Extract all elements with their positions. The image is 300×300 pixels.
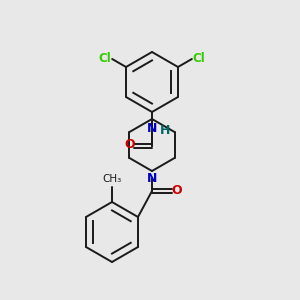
Text: O: O <box>125 139 135 152</box>
Text: CH₃: CH₃ <box>102 174 122 184</box>
Text: Cl: Cl <box>98 52 111 65</box>
Text: O: O <box>172 184 182 196</box>
Text: Cl: Cl <box>193 52 206 65</box>
Text: N: N <box>147 122 157 134</box>
Text: N: N <box>147 172 157 185</box>
Text: H: H <box>160 124 170 136</box>
